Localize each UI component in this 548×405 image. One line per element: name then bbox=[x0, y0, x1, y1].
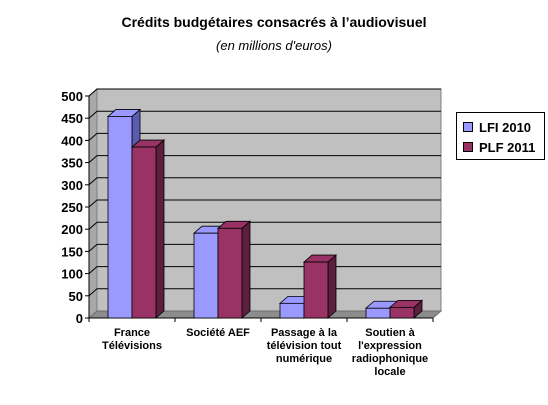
x-tick-label-passage-a-la-television-tout-numerique: Passage à la télévision tout numérique bbox=[267, 327, 342, 365]
y-tick-label: 300 bbox=[61, 178, 83, 193]
bar-lfi-2010-france-televisions bbox=[107, 116, 133, 319]
gridline bbox=[88, 88, 441, 97]
bar-plf-2011-france-televisions bbox=[131, 146, 157, 319]
gridline bbox=[88, 132, 441, 141]
bar-lfi-2010-passage-a-la-television-tout-numerique bbox=[279, 302, 305, 319]
y-tick-label: 50 bbox=[69, 289, 83, 304]
y-tick-label: 450 bbox=[61, 111, 83, 126]
gridline bbox=[88, 155, 441, 163]
legend-label-lfi-2010: LFI 2010 bbox=[479, 119, 532, 135]
gridline bbox=[88, 221, 441, 230]
bar-plf-2011-soutien-a-l-expression-radiophonique-locale bbox=[389, 306, 415, 319]
legend-item-lfi-2010: LFI 2010 bbox=[463, 119, 531, 135]
bar-plf-2011-passage-a-la-television-tout-numerique-side bbox=[327, 254, 337, 319]
legend-item-plf-2011: PLF 2011 bbox=[463, 139, 535, 155]
legend: LFI 2010 PLF 2011 bbox=[456, 112, 545, 160]
gridline bbox=[88, 199, 441, 208]
y-tick-label: 0 bbox=[76, 311, 83, 326]
y-tick-label: 500 bbox=[61, 89, 83, 104]
gridline bbox=[88, 243, 441, 252]
x-tick-label-soutien-a-l-expression-radiophonique-locale: Soutien à l'expression radiophonique locale bbox=[352, 327, 428, 378]
y-tick-label: 200 bbox=[61, 222, 83, 237]
legend-label-plf-2011: PLF 2011 bbox=[479, 139, 536, 155]
y-tick-label: 400 bbox=[61, 133, 83, 148]
bar-lfi-2010-societe-aef bbox=[193, 232, 219, 319]
y-tick-label: 150 bbox=[61, 244, 83, 259]
bar-plf-2011-france-televisions-side bbox=[155, 139, 165, 319]
bar-lfi-2010-soutien-a-l-expression-radiophonique-locale bbox=[365, 307, 391, 319]
bar-plf-2011-societe-aef-side bbox=[241, 220, 251, 319]
x-tick-label-france-televisions: France Télévisions bbox=[102, 327, 162, 352]
chart-subtitle: (en millions d'euros) bbox=[216, 38, 332, 53]
chart-title: Crédits budgétaires consacrés à l’audiov… bbox=[121, 14, 427, 30]
y-tick-label: 350 bbox=[61, 156, 83, 171]
bar-plf-2011-passage-a-la-television-tout-numerique bbox=[303, 261, 329, 319]
x-tick-label-societe-aef: Société AEF bbox=[186, 327, 250, 339]
legend-swatch-lfi-2010 bbox=[463, 122, 473, 132]
gridline bbox=[88, 177, 441, 186]
y-tick-label: 250 bbox=[61, 200, 83, 215]
y-tick-label: 100 bbox=[61, 267, 83, 282]
legend-swatch-plf-2011 bbox=[463, 142, 473, 152]
bar-plf-2011-societe-aef bbox=[217, 227, 243, 319]
gridline bbox=[88, 110, 441, 119]
